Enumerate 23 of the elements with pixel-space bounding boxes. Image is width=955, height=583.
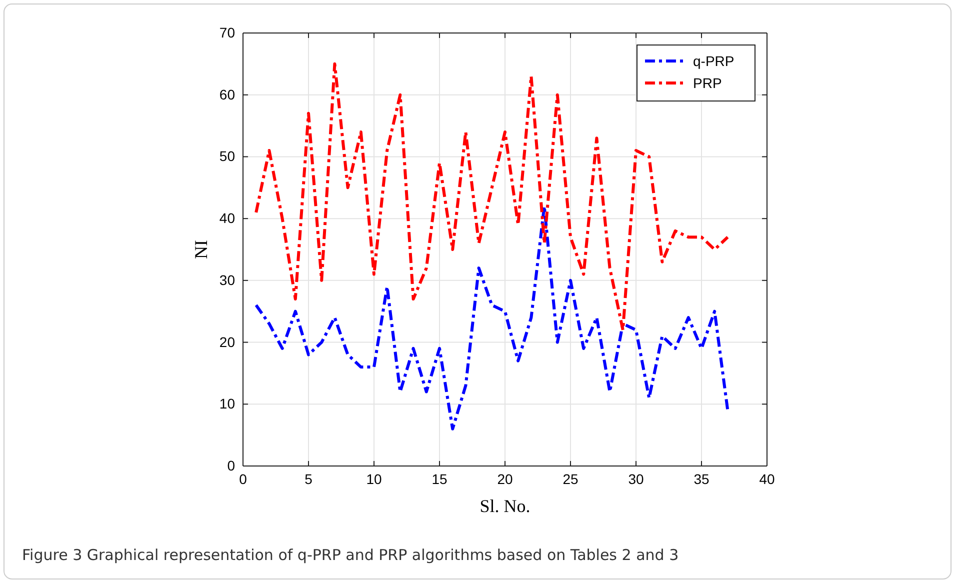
- y-tick-label: 0: [227, 457, 236, 474]
- y-axis-title: NI: [191, 240, 211, 259]
- x-tick-label: 5: [304, 470, 313, 487]
- y-tick-label: 10: [219, 396, 236, 412]
- x-tick-label: 0: [239, 470, 248, 487]
- x-tick-label: 10: [366, 470, 382, 487]
- line-series: [254, 204, 730, 430]
- x-tick-label: 30: [628, 470, 644, 487]
- x-tick-label: 40: [759, 470, 775, 487]
- caption: Figure 3 Graphical representation of q-PRP and PRP algorithms based on Tables 2 and 3: [22, 546, 679, 564]
- y-tick-label: 50: [219, 148, 236, 164]
- y-tick-label: 60: [219, 86, 236, 102]
- legend-label: PRP: [693, 75, 722, 91]
- x-tick-label: 35: [694, 470, 710, 487]
- y-tick-label: 30: [219, 272, 236, 288]
- x-tick-label: 25: [562, 470, 578, 487]
- x-tick-label: 15: [432, 470, 448, 487]
- x-axis-title: Sl. No.: [480, 496, 530, 516]
- y-tick-label: 70: [219, 24, 236, 40]
- legend-label: q-PRP: [693, 53, 734, 69]
- y-tick-label: 20: [219, 334, 236, 350]
- x-tick-label: 20: [497, 470, 513, 487]
- y-tick-label: 40: [219, 210, 236, 226]
